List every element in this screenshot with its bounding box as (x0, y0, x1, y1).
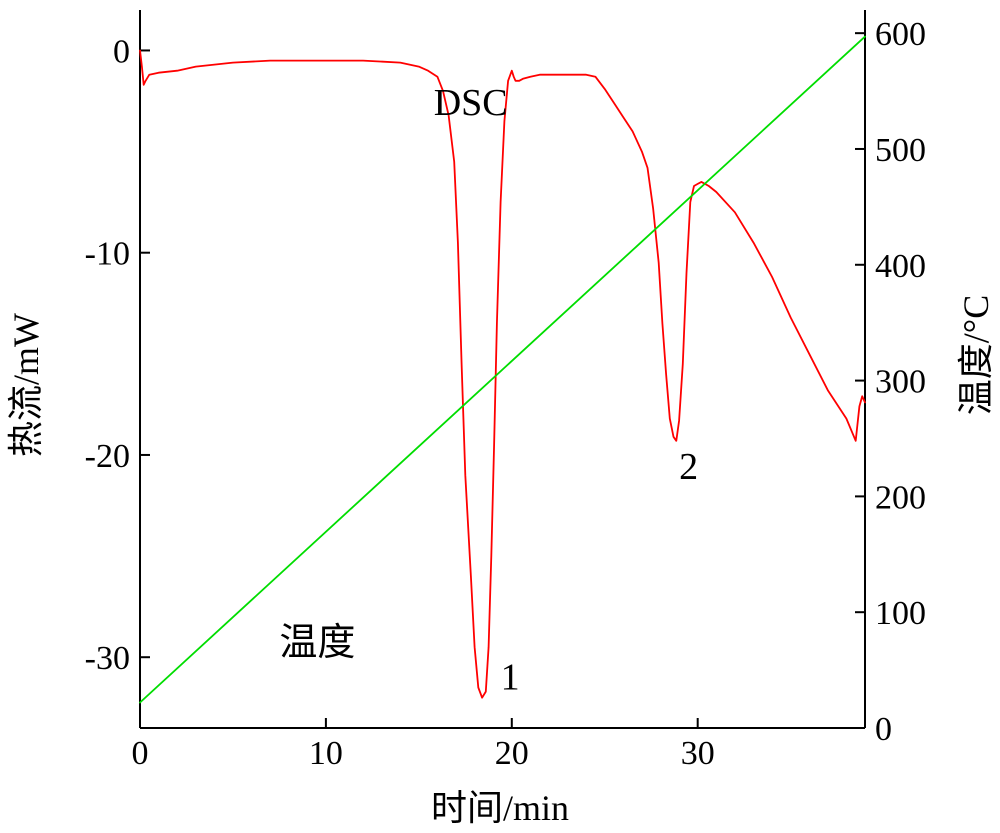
right-y-tick-label: 400 (875, 248, 926, 285)
x-tick-label: 10 (309, 735, 343, 772)
right-y-tick-label: 300 (875, 364, 926, 401)
left-y-tick-label: 0 (113, 33, 130, 70)
left-y-tick-label: -10 (85, 236, 130, 273)
x-tick-label: 0 (132, 735, 149, 772)
annotation-label: 1 (501, 657, 520, 699)
left-y-tick-label: -20 (85, 438, 130, 475)
series-line-0 (139, 49, 866, 699)
right-y-tick-label: 500 (875, 132, 926, 169)
right-y-axis-title: 温度/°C (956, 295, 996, 415)
annotation-label: DSC (434, 82, 508, 124)
right-y-tick-label: 200 (875, 479, 926, 516)
x-axis-title: 时间/min (431, 788, 569, 828)
series-line-1 (139, 35, 866, 704)
annotations: DSC 1 2 温度 (279, 82, 698, 698)
data-lines (139, 35, 866, 704)
right-y-tick-label: 600 (875, 16, 926, 53)
annotation-label: 温度 (279, 622, 355, 664)
x-tick-label: 30 (681, 735, 715, 772)
axes (139, 10, 866, 729)
annotation-label: 2 (679, 446, 698, 488)
right-y-tick-label: 100 (875, 595, 926, 632)
left-y-axis-title: 热流/mW (6, 313, 46, 457)
x-tick-label: 20 (495, 735, 529, 772)
right-y-tick-label: 0 (875, 711, 892, 748)
left-y-tick-label: -30 (85, 640, 130, 677)
